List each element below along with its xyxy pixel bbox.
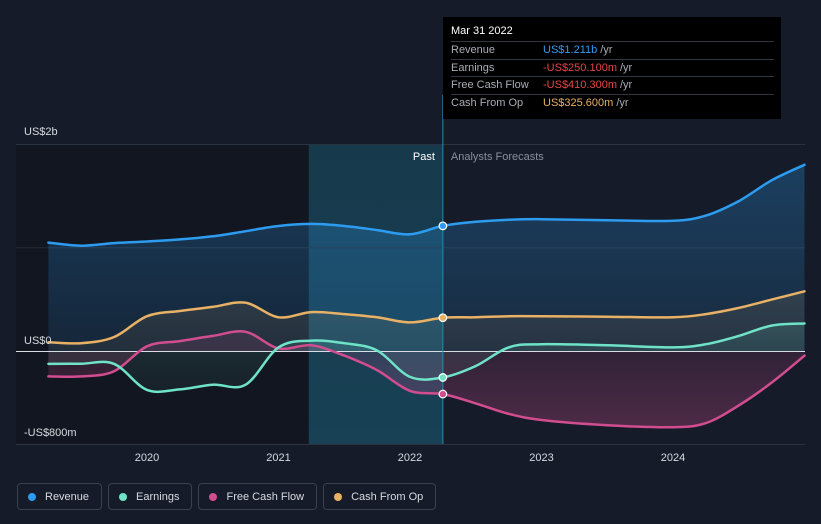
legend-item-free-cash-flow[interactable]: Free Cash Flow (198, 483, 318, 510)
tooltip-label: Cash From Op (451, 96, 524, 109)
x-tick-label: 2024 (661, 452, 685, 464)
marker-point-cash-from-op (438, 313, 448, 323)
legend-label: Free Cash Flow (226, 490, 305, 503)
y-tick-label: -US$800m (24, 427, 77, 439)
past-label: Past (413, 151, 435, 163)
tooltip-label: Free Cash Flow (451, 79, 529, 91)
forecast-label: Analysts Forecasts (451, 151, 544, 163)
series-line-revenue (47, 163, 806, 247)
tooltip-row-earnings: Earnings -US$250.100m /yr (451, 58, 774, 77)
x-tick-label: 2021 (266, 452, 290, 464)
tooltip-date: Mar 31 2022 (451, 25, 513, 37)
legend-dot-icon (334, 492, 343, 501)
legend-dot-icon (209, 492, 218, 501)
tooltip-label: Revenue (451, 44, 496, 56)
legend: Revenue Earnings Free Cash Flow Cash Fro… (17, 483, 437, 510)
legend-item-cash-from-op[interactable]: Cash From Op (323, 483, 437, 510)
legend-label: Earnings (136, 490, 180, 503)
series-line-cash-from-op (47, 290, 806, 345)
marker-point-earnings (438, 373, 448, 382)
legend-label: Cash From Op (351, 490, 424, 503)
series-line-earnings (47, 322, 806, 394)
x-tick-label: 2023 (529, 452, 553, 464)
legend-item-revenue[interactable]: Revenue (17, 483, 103, 510)
tooltip: Mar 31 2022 Revenue US$1.211b /yr Earnin… (443, 17, 781, 119)
legend-dot-icon (119, 492, 128, 501)
series-line-free-cash-flow (47, 330, 806, 429)
tooltip-value: -US$410.300m (543, 79, 617, 91)
tooltip-value: US$325.600m (543, 96, 614, 109)
tooltip-row-cash-from-op: Cash From Op US$325.600m /yr (451, 93, 774, 112)
tooltip-row-free-cash-flow: Free Cash Flow -US$410.300m /yr (451, 76, 774, 94)
tooltip-row-revenue: Revenue US$1.211b /yr (451, 41, 774, 59)
legend-dot-icon (28, 492, 36, 501)
y-tick-label: US$2b (24, 126, 58, 138)
marker-point-revenue (438, 221, 448, 231)
y-tick-label: US$0 (24, 335, 52, 347)
tooltip-unit: /yr (620, 61, 633, 74)
legend-label: Revenue (45, 490, 90, 503)
tooltip-label: Earnings (451, 61, 495, 74)
tooltip-unit: /yr (600, 44, 613, 56)
x-tick-label: 2022 (398, 452, 422, 464)
tooltip-value: -US$250.100m (543, 61, 617, 74)
tooltip-value: US$1.211b (543, 44, 598, 56)
marker-point-free-cash-flow (438, 389, 448, 399)
legend-item-earnings[interactable]: Earnings (108, 483, 193, 510)
x-tick-label: 2020 (135, 452, 159, 464)
tooltip-unit: /yr (620, 79, 633, 91)
tooltip-unit: /yr (616, 96, 629, 109)
